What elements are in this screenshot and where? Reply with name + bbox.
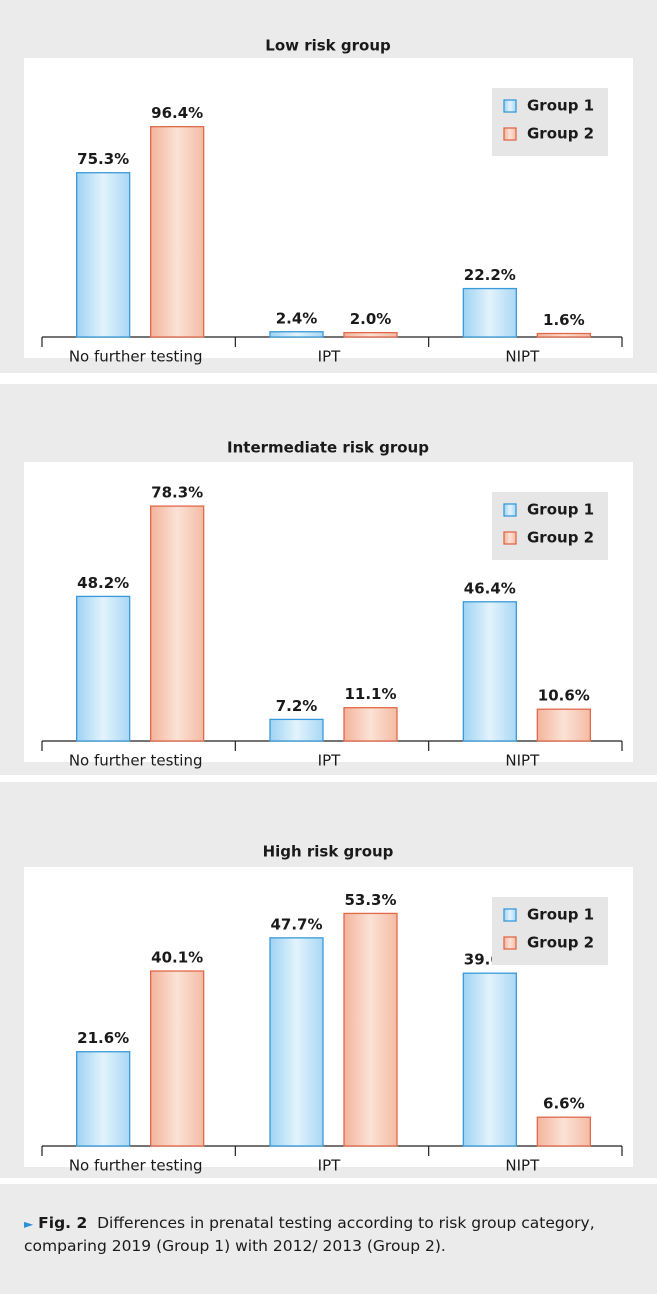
bar: [536, 1116, 591, 1147]
legend-label: Group 1: [527, 97, 594, 115]
value-label: 96.4%: [151, 104, 203, 122]
bar: [76, 1051, 131, 1147]
value-label: 53.3%: [344, 891, 396, 909]
legend-label: Group 2: [527, 125, 594, 143]
caption-text: Differences in prenatal testing accordin…: [24, 1214, 595, 1255]
x-tick-label: NIPT: [505, 1157, 540, 1175]
bar: [343, 707, 398, 742]
legend-swatch: [503, 503, 517, 517]
legend-box: [492, 492, 608, 560]
legend-swatch: [503, 531, 517, 545]
value-label: 48.2%: [77, 574, 129, 592]
bar: [150, 970, 205, 1147]
x-tick-label: NIPT: [505, 348, 540, 366]
value-label: 1.6%: [543, 311, 585, 329]
value-label: 2.4%: [276, 309, 318, 327]
legend-label: Group 1: [527, 501, 594, 519]
value-label: 2.0%: [350, 310, 392, 328]
bar: [462, 601, 517, 742]
value-label: 21.6%: [77, 1029, 129, 1047]
legend-label: Group 2: [527, 529, 594, 547]
value-label: 11.1%: [344, 685, 396, 703]
value-label: 78.3%: [151, 484, 203, 502]
caption-label: Fig. 2: [38, 1214, 88, 1232]
bar: [76, 595, 131, 742]
bar: [343, 912, 398, 1147]
bar: [150, 505, 205, 742]
chart-title: Low risk group: [265, 37, 391, 55]
legend-swatch: [503, 908, 517, 922]
legend-box: [492, 88, 608, 156]
bar: [462, 972, 517, 1147]
value-label: 46.4%: [464, 579, 516, 597]
x-tick-label: IPT: [318, 348, 341, 366]
value-label: 22.2%: [464, 266, 516, 284]
bar: [536, 708, 591, 742]
value-label: 10.6%: [538, 687, 590, 705]
bar: [269, 937, 324, 1147]
chart-title: Intermediate risk group: [227, 439, 429, 457]
value-label: 7.2%: [276, 697, 318, 715]
value-label: 47.7%: [270, 915, 322, 933]
x-tick-label: No further testing: [69, 1157, 203, 1175]
bar: [536, 332, 591, 338]
figure: Low risk group No further testing 75.3% 96.…: [0, 0, 657, 1178]
x-tick-label: IPT: [318, 752, 341, 770]
x-tick-label: No further testing: [69, 348, 203, 366]
value-label: 6.6%: [543, 1095, 585, 1113]
legend-box: [492, 897, 608, 965]
value-label: 40.1%: [151, 949, 203, 967]
legend-swatch: [503, 127, 517, 141]
legend-swatch: [503, 936, 517, 950]
x-tick-label: No further testing: [69, 752, 203, 770]
legend-label: Group 2: [527, 934, 594, 952]
legend-label: Group 1: [527, 906, 594, 924]
bar: [269, 718, 324, 742]
bar: [150, 126, 205, 338]
chart-title: High risk group: [263, 843, 394, 861]
caption-arrow: ►: [24, 1217, 34, 1231]
legend-swatch: [503, 99, 517, 113]
bar: [343, 331, 398, 338]
caption: ► Fig. 2 Differences in prenatal testing…: [0, 1184, 657, 1294]
bar: [269, 331, 324, 338]
bar: [76, 172, 131, 338]
x-tick-label: NIPT: [505, 752, 540, 770]
value-label: 75.3%: [77, 150, 129, 168]
bar: [462, 287, 517, 338]
x-tick-label: IPT: [318, 1157, 341, 1175]
